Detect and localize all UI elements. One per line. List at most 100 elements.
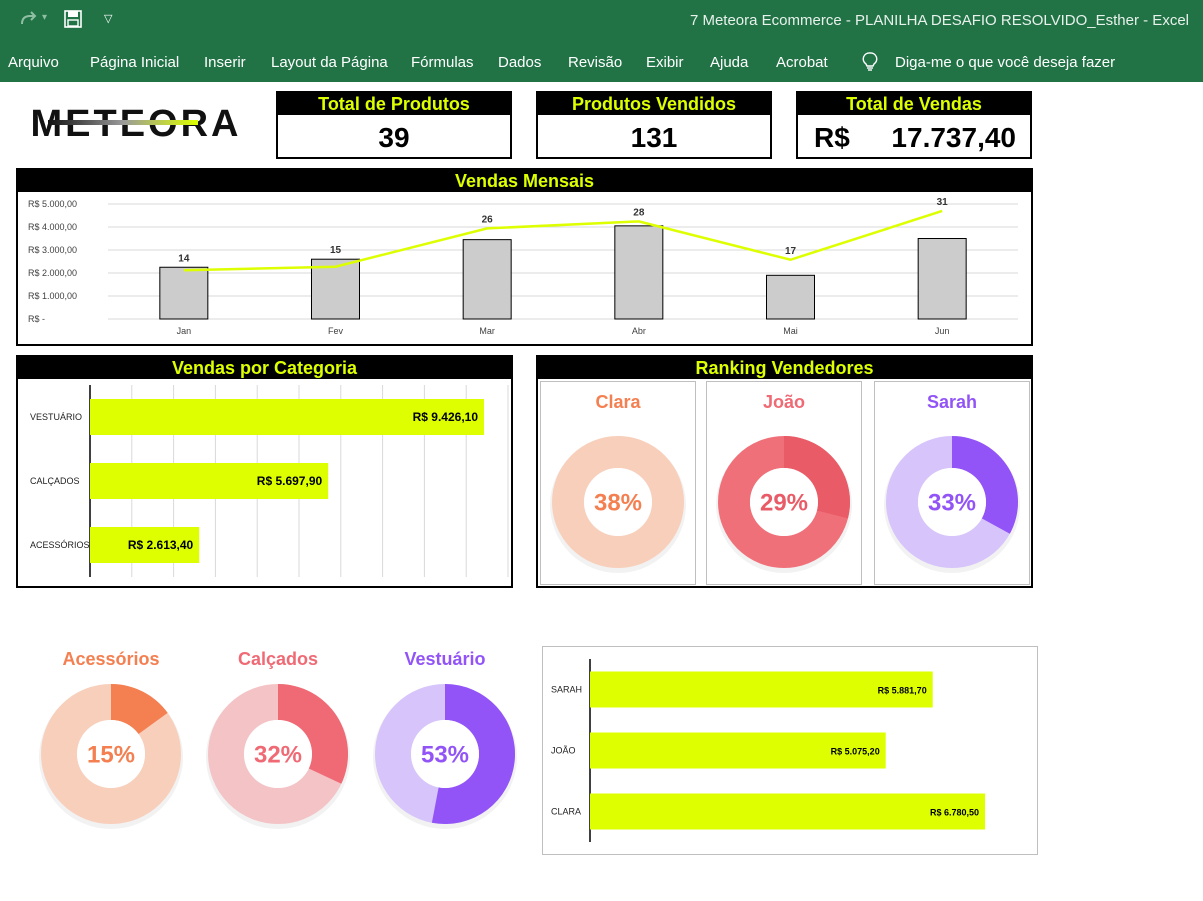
- meteora-logo: METEORA: [31, 103, 239, 145]
- data-label: R$ 5.881,70: [878, 686, 927, 696]
- category-label: CALÇADOS: [30, 476, 80, 486]
- donut-slice: [784, 436, 850, 519]
- redo-icon[interactable]: [18, 10, 40, 35]
- y-tick-label: R$ 3.000,00: [28, 245, 77, 255]
- seller-totals-chart[interactable]: SARAH R$ 5.881,70 JOÃO R$ 5.075,20 CLARA R$ 6…: [543, 647, 1037, 854]
- lightbulb-icon[interactable]: [862, 52, 878, 76]
- y-tick-label: R$ 5.000,00: [28, 199, 77, 209]
- x-tick-label: Jan: [177, 326, 192, 336]
- seller-card-sarah[interactable]: Sarah 33%: [874, 381, 1030, 585]
- save-icon[interactable]: [64, 10, 82, 33]
- chart-title: Ranking Vendedores: [538, 357, 1031, 379]
- category-donut-vestuario[interactable]: 53%: [365, 674, 525, 834]
- tab-ajuda[interactable]: Ajuda: [710, 54, 749, 71]
- tell-me-search[interactable]: Diga-me o que você deseja fazer: [895, 54, 1116, 71]
- seller-card-joao[interactable]: João 29%: [706, 381, 862, 585]
- bar-mai: [766, 274, 815, 320]
- kpi-value: R$ 17.737,40: [798, 115, 1030, 157]
- panel-ranking-vendedores: Ranking Vendedores Clara 38% João 29% Sa…: [536, 355, 1033, 588]
- donut-slice: [431, 684, 516, 824]
- data-label: R$ 9.426,10: [413, 410, 479, 424]
- y-tick-label: R$ 2.000,00: [28, 268, 77, 278]
- donut-hole: [750, 468, 818, 536]
- window-title: 7 Meteora Ecommerce - PLANILHA DESAFIO R…: [689, 12, 1189, 29]
- kpi-value: 131: [630, 122, 678, 153]
- data-label: 14: [178, 253, 190, 264]
- tab-dados[interactable]: Dados: [498, 54, 542, 71]
- data-label: R$ 6.780,50: [930, 808, 979, 818]
- tab-exibir[interactable]: Exibir: [646, 54, 684, 71]
- dropdown-caret-icon[interactable]: ▽: [104, 13, 113, 25]
- title-bar: ▾ ▽ 7 Meteora Ecommerce - PLANILHA DESAF…: [0, 0, 1203, 42]
- donut-hole: [411, 720, 479, 788]
- y-tick-label: R$ 1.000,00: [28, 291, 77, 301]
- donut-slice: [278, 684, 348, 784]
- donut-hole: [918, 468, 986, 536]
- data-label: R$ 5.075,20: [831, 747, 880, 757]
- kpi-produtos-vendidos: Produtos Vendidos 131: [536, 91, 772, 159]
- tab-inserir[interactable]: Inserir: [204, 54, 246, 71]
- category-label: VESTUÁRIO: [30, 412, 82, 422]
- dashboard-sheet: METEORA Total de Produtos 39 Produtos Ve…: [0, 82, 1203, 901]
- data-label: R$ 5.697,90: [257, 474, 323, 488]
- donut-label: 38%: [594, 489, 642, 516]
- category-label: JOÃO: [551, 746, 576, 756]
- kpi-label: Produtos Vendidos: [538, 93, 770, 115]
- x-tick-label: Abr: [632, 326, 646, 336]
- panel-vendas-categoria: Vendas por Categoria VESTUÁRIO R$ 9.426,1…: [16, 355, 513, 588]
- tab-revisao[interactable]: Revisão: [568, 54, 623, 71]
- kpi-label: Total de Produtos: [278, 93, 510, 115]
- donut-slice: [952, 436, 1018, 534]
- donut-label: 53%: [421, 741, 469, 768]
- category-donut-acessorios[interactable]: 15%: [31, 674, 191, 834]
- redo-dropdown-icon[interactable]: ▾: [42, 12, 48, 23]
- seller-name: Clara: [595, 392, 641, 412]
- category-donut-calcados[interactable]: 32%: [198, 674, 358, 834]
- bar-jan: [159, 266, 209, 320]
- kpi-total-produtos: Total de Produtos 39: [276, 91, 512, 159]
- donut-label: 32%: [254, 741, 302, 768]
- category-donut-title-calcados: Calçados: [237, 649, 319, 669]
- seller-donut-sarah: 33%: [884, 436, 1020, 573]
- category-donut-title-acessorios: Acessórios: [62, 649, 160, 669]
- x-tick-label: Fev: [328, 326, 344, 336]
- data-label: 17: [785, 246, 797, 257]
- x-tick-label: Mai: [783, 326, 798, 336]
- x-tick-label: Mar: [479, 326, 495, 336]
- donut-remainder: [552, 436, 684, 568]
- panel-vendas-mensais: Vendas Mensais R$ 5.000,00 R$ 4.000,00 R$ …: [16, 168, 1033, 346]
- data-label: 15: [330, 245, 342, 256]
- bar-sarah: [590, 671, 933, 708]
- donut-slice: [111, 684, 168, 735]
- bar-vestuário: [90, 399, 485, 435]
- data-label: 31: [937, 197, 949, 208]
- seller-donut-joao: 29%: [716, 436, 852, 573]
- donut-label: 29%: [760, 489, 808, 516]
- kpi-currency: R$: [814, 122, 850, 153]
- seller-name: João: [762, 392, 805, 412]
- tab-pagina-inicial[interactable]: Página Inicial: [90, 54, 180, 71]
- bar-clara: [590, 793, 986, 830]
- x-tick-label: Jun: [935, 326, 950, 336]
- chart-title: Vendas Mensais: [18, 170, 1031, 192]
- kpi-label: Total de Vendas: [798, 93, 1030, 115]
- data-label: 28: [633, 207, 645, 218]
- bar-jun: [917, 238, 967, 320]
- category-label: CLARA: [551, 807, 581, 817]
- tab-acrobat[interactable]: Acrobat: [776, 54, 828, 71]
- category-sales-chart[interactable]: VESTUÁRIO R$ 9.426,10 CALÇADOS R$ 5.697,90 A…: [18, 379, 511, 586]
- tab-layout-da-pagina[interactable]: Layout da Página: [271, 54, 388, 71]
- donut-hole: [77, 720, 145, 788]
- donut-hole: [244, 720, 312, 788]
- category-donut-title-vestuario: Vestuário: [404, 649, 486, 669]
- category-label: ACESSÓRIOS: [30, 540, 90, 550]
- bar-joão: [590, 732, 886, 769]
- donut-label: 15%: [87, 741, 135, 768]
- seller-name: Sarah: [926, 392, 978, 412]
- data-label: 26: [482, 214, 494, 225]
- seller-card-clara[interactable]: Clara 38%: [540, 381, 696, 585]
- tab-arquivo[interactable]: Arquivo: [8, 54, 59, 71]
- bar-calçados: [90, 463, 329, 499]
- tab-formulas[interactable]: Fórmulas: [411, 54, 474, 71]
- monthly-sales-chart[interactable]: R$ 5.000,00 R$ 4.000,00 R$ 3.000,00 R$ 2.00…: [18, 192, 1031, 344]
